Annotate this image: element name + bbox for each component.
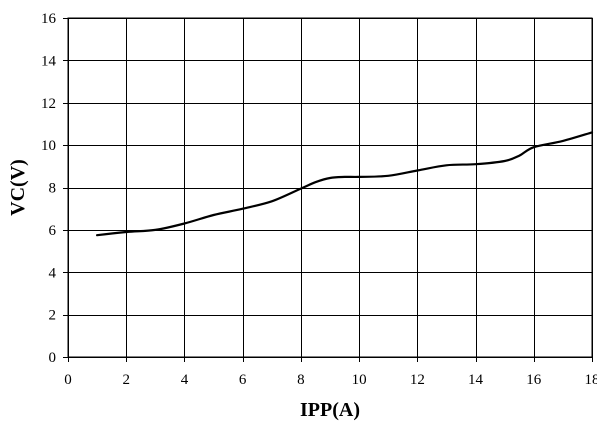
x-tick-label: 12 <box>410 372 425 388</box>
x-tick-label: 8 <box>297 372 305 388</box>
x-tick-label: 0 <box>64 372 72 388</box>
y-tick-label: 6 <box>49 223 57 239</box>
x-tick-label: 10 <box>352 372 367 388</box>
plot-area-frame <box>67 17 593 358</box>
y-tick-label: 8 <box>49 181 57 197</box>
grid-lines <box>63 18 593 362</box>
y-tick-label: 2 <box>49 308 57 324</box>
x-tick-label: 14 <box>468 372 484 388</box>
x-axis-title: IPP(A) <box>300 399 360 421</box>
x-tick-label: 16 <box>526 372 542 388</box>
x-tick-label: 6 <box>239 372 247 388</box>
y-tick-label: 10 <box>41 138 56 154</box>
x-tick-label: 4 <box>181 372 189 388</box>
y-tick-label: 4 <box>49 265 57 281</box>
y-tick-label: 16 <box>41 11 57 27</box>
y-tick-label: 12 <box>41 96 56 112</box>
tick-labels: 0 2 4 6 8 10 12 14 16 18 0 2 4 6 8 10 12 14 16 <box>41 11 597 388</box>
series-line <box>96 131 594 237</box>
x-tick-label: 2 <box>122 372 130 388</box>
y-tick-label: 0 <box>49 350 57 366</box>
y-axis-title: VC(V) <box>7 159 29 216</box>
y-tick-label: 14 <box>41 53 57 69</box>
x-tick-label: 18 <box>585 372 597 388</box>
